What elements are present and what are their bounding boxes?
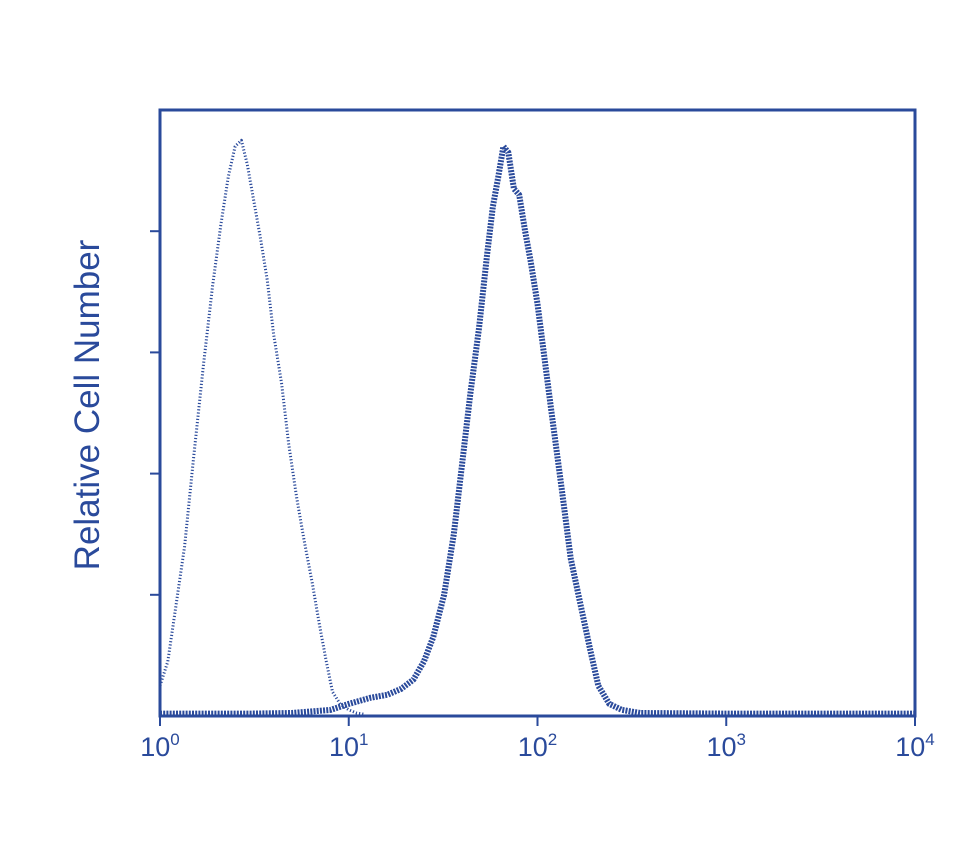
x-tick-label-exponent: 0 bbox=[170, 730, 180, 749]
plot-frame bbox=[158, 108, 917, 718]
x-tick-label-exponent: 3 bbox=[736, 730, 747, 749]
series-control-histogram bbox=[158, 138, 364, 716]
y-axis-label-text: Relative Cell Number bbox=[68, 239, 107, 571]
series-layer bbox=[158, 138, 915, 717]
x-tick-label-base: 10 bbox=[706, 732, 737, 762]
x-tick-label: 104 bbox=[895, 730, 935, 763]
x-tick-label: 101 bbox=[329, 730, 369, 763]
x-tick-label-base: 10 bbox=[895, 732, 926, 762]
x-tick-label-base: 10 bbox=[517, 732, 548, 762]
x-tick-label-base: 10 bbox=[328, 732, 360, 762]
x-tick-label-exponent: 2 bbox=[547, 730, 558, 749]
y-axis-label: Relative Cell Number bbox=[58, 210, 118, 600]
x-axis-ticks bbox=[159, 716, 916, 726]
x-tick-label-exponent: 4 bbox=[925, 730, 935, 749]
x-tick-label-base: 10 bbox=[140, 732, 171, 762]
series-stained-histogram bbox=[160, 143, 915, 717]
x-tick-label: 100 bbox=[140, 730, 180, 763]
y-axis-ticks bbox=[150, 230, 160, 596]
x-tick-label-exponent: 1 bbox=[359, 730, 369, 749]
x-tick-label: 102 bbox=[518, 730, 558, 763]
x-tick-label: 103 bbox=[706, 730, 746, 763]
